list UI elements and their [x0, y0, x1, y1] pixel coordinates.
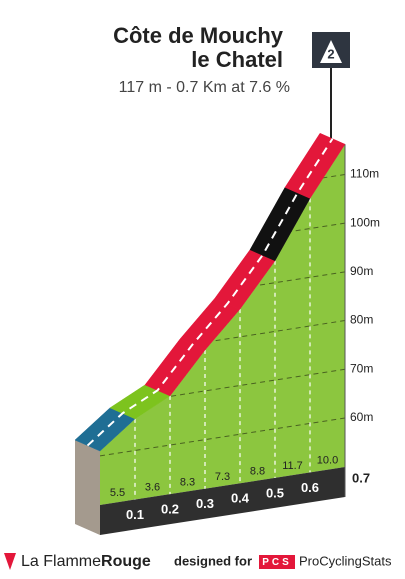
y-tick-label: 80m: [350, 313, 373, 327]
y-tick-label: 90m: [350, 264, 373, 278]
gradient-label: 10.0: [317, 455, 338, 467]
gradient-label: 5.5: [110, 487, 125, 499]
gradient-label: 7.3: [215, 471, 230, 483]
title-line: Côte de Mouchy: [113, 23, 284, 48]
badge-icon: [320, 40, 342, 63]
side-wall: [75, 440, 100, 535]
footer: La FlammeRouge designed for PCS ProCycli…: [4, 553, 392, 570]
brand-icon: [4, 553, 16, 570]
brand-text: La FlammeRouge: [21, 553, 151, 570]
y-tick-label: 60m: [350, 410, 373, 424]
gradient-label: 8.3: [180, 476, 195, 488]
profile-face: [100, 144, 345, 505]
gradient-label: 3.6: [145, 482, 160, 494]
plot: 60m 70m 80m 90m 100m 110m 5.5 3.6 8.3 7.3 8.8 11.7 1…: [74, 132, 380, 535]
x-tick-label: 0.6: [301, 480, 319, 495]
x-tick-label: 0.7: [352, 470, 370, 485]
x-tick-label: 0.4: [231, 491, 250, 506]
badge-label: 2: [327, 46, 334, 61]
title-line: le Chatel: [191, 47, 283, 72]
pcs-box: [259, 555, 295, 569]
designed-for: designed for: [174, 553, 252, 568]
y-tick-label: 70m: [350, 361, 373, 375]
y-tick-label: 100m: [350, 215, 380, 229]
road-center: [86, 138, 334, 447]
site-name: ProCyclingStats: [299, 553, 392, 568]
gradient-label: 8.8: [250, 465, 265, 477]
brand-b: Rouge: [101, 553, 151, 570]
gradient-label: 11.7: [282, 460, 303, 472]
x-tick-label: 0.5: [266, 485, 284, 500]
subtitle: 117 m - 0.7 Km at 7.6 %: [119, 79, 290, 96]
y-tick-label: 110m: [350, 167, 379, 181]
pcs-logo: PCS: [262, 557, 292, 568]
base-band: [100, 467, 345, 535]
x-tick-label: 0.2: [161, 502, 179, 517]
brand-a: La Flamme: [21, 553, 101, 570]
x-tick-label: 0.1: [126, 507, 144, 522]
x-tick-label: 0.3: [196, 496, 214, 511]
